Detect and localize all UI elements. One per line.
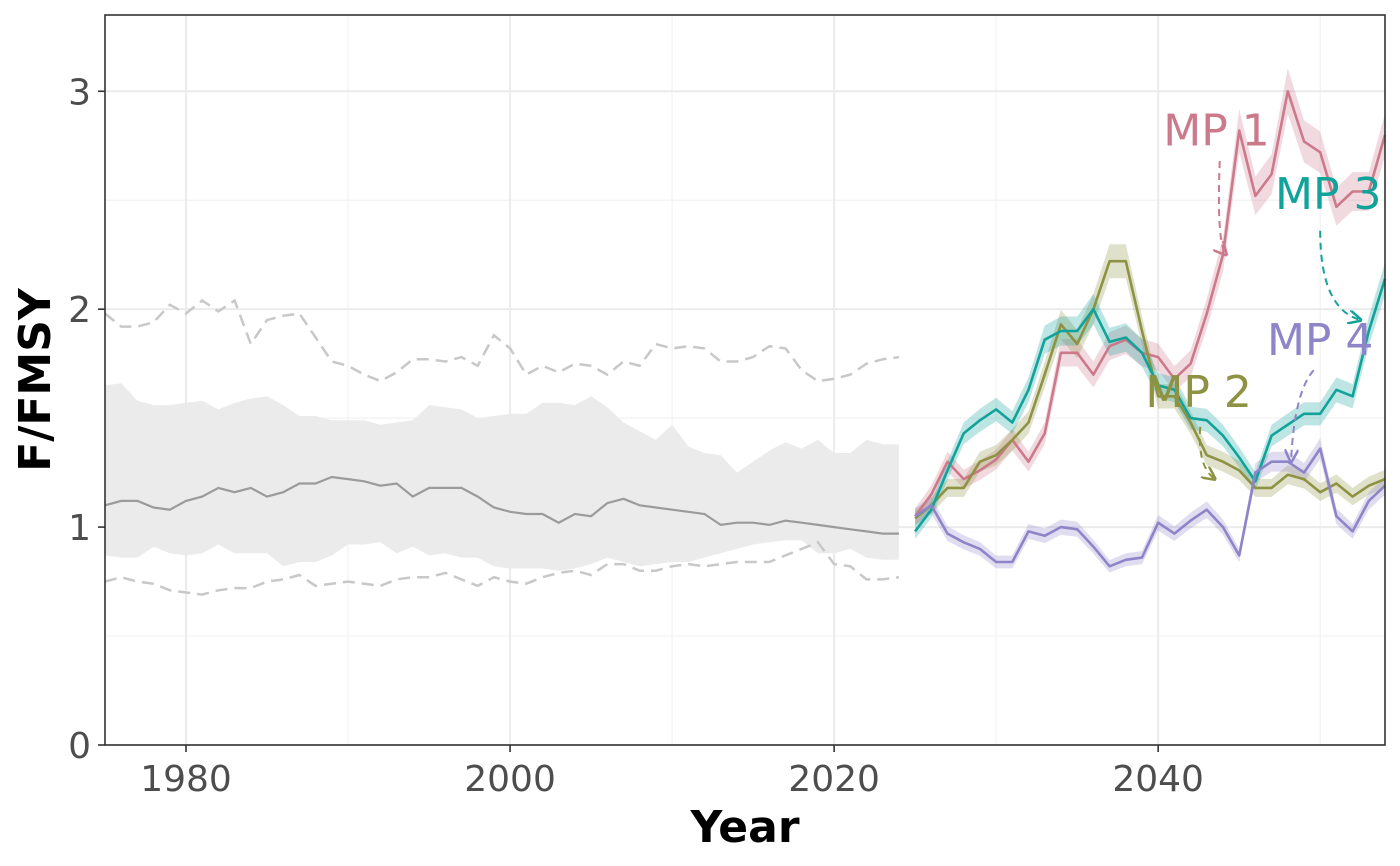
mp-2-annotation-arrow: [1198, 426, 1215, 479]
historical-band: [105, 383, 899, 571]
x-axis-ticks: 1980 2000 2020 2040: [140, 745, 1204, 800]
historical-median-line: [104, 475, 899, 535]
mp-1-label: MP 1: [1163, 106, 1269, 157]
mp-4-ribbon: [915, 438, 1385, 573]
mp-3-label: MP 3: [1275, 169, 1381, 220]
mp-2-label: MP 2: [1145, 367, 1251, 418]
mp-3-line: [914, 278, 1387, 533]
x-axis-title: Year: [689, 802, 799, 853]
y-tick-label: 0: [68, 726, 91, 767]
mp-4-annotation-arrow: [1291, 369, 1315, 462]
y-tick-label: 3: [68, 72, 91, 113]
historical-layer: [104, 298, 900, 596]
projection-series-layer: [914, 68, 1387, 573]
x-tick-label: 2000: [464, 759, 556, 800]
x-tick-label: 1980: [140, 759, 232, 800]
mp-2-line: [914, 259, 1386, 520]
y-tick-label: 1: [68, 508, 91, 549]
annotation-layer: MP 1 MP 2 MP 3 MP 4: [1145, 106, 1382, 479]
mp-4-label: MP 4: [1267, 315, 1373, 366]
historical-lower-dashed-line: [104, 540, 900, 596]
y-tick-label: 2: [68, 290, 91, 331]
x-tick-label: 2040: [1112, 759, 1204, 800]
x-tick-label: 2020: [788, 759, 880, 800]
mp-4-line: [914, 447, 1386, 568]
y-axis-ticks: 0 1 2 3: [68, 72, 105, 767]
mp-3-annotation-arrow: [1319, 230, 1361, 320]
mp-1-ribbon: [915, 68, 1385, 525]
y-axis-title: F/FMSY: [10, 287, 61, 472]
mp-1-line: [914, 90, 1387, 517]
mp-1-annotation-arrow: [1219, 160, 1226, 255]
historical-upper-dashed-line: [104, 298, 900, 383]
panel-border: [104, 14, 1386, 746]
